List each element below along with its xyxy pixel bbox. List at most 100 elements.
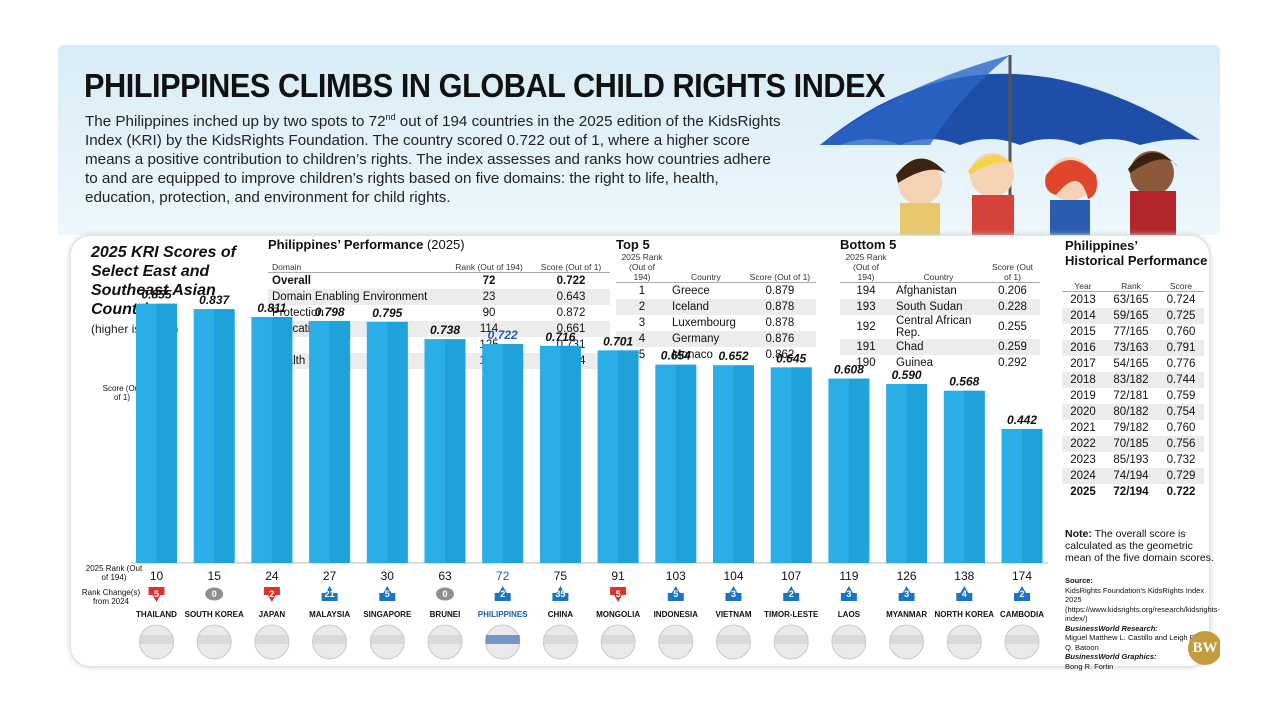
table-cell: 72/181 (1113, 390, 1149, 402)
table-header-cell: Country (892, 252, 985, 283)
table-cell: 72/194 (1113, 486, 1149, 498)
country-label: INDONESIA (654, 610, 699, 619)
country-label: MALAYSIA (309, 610, 350, 619)
table-row: 2019 72/181 0.759 (1062, 388, 1204, 404)
rank-up-arrow-icon (667, 586, 684, 601)
rank-up-arrow-icon (783, 586, 800, 601)
flag-stripe (370, 635, 405, 644)
table-header-cell: Rank (1104, 271, 1158, 292)
table-cell: 0.756 (1158, 436, 1204, 452)
rank-up-arrow-icon (725, 586, 742, 601)
rank-label: 119 (839, 569, 858, 583)
rank-label: 10 (150, 569, 164, 583)
table-cell: Domain Enabling Environment (268, 289, 446, 305)
bar-value-label: 0.568 (949, 375, 979, 389)
table-cell: 2016 (1062, 340, 1104, 356)
country-label: THAILAND (136, 610, 177, 619)
bottom5-title: Bottom 5 (840, 237, 897, 252)
bar-shade (387, 321, 408, 563)
history-table: Year Rank Score 2013 63/165 0.724 2014 59/165 0.… (1062, 271, 1204, 500)
table-cell: 0.228 (984, 299, 1040, 315)
table-cell: 73/163 (1104, 340, 1158, 356)
note: Note: The overall score is calculated as… (1065, 528, 1214, 564)
table-cell: 193 (840, 299, 892, 315)
page-title: PHILIPPINES CLIMBS IN GLOBAL CHILD RIGHT… (84, 67, 886, 104)
table-row: Domain Enabling Environment 23 0.643 (268, 289, 610, 305)
table-cell: 74/194 (1104, 468, 1158, 484)
score-axis-label: Score (Out of 1) (102, 384, 142, 402)
table-cell: 0.292 (998, 357, 1027, 369)
rank-change-value: 3 (846, 589, 851, 599)
table-cell: 4 (616, 331, 668, 347)
table-cell: Greece (672, 285, 710, 297)
bar-shade (156, 303, 177, 563)
rank-change-value: 5 (154, 589, 159, 599)
bar-shade (733, 365, 754, 563)
rank-change-row-label: Rank Change(s) from 2024 (81, 588, 141, 606)
table-cell: 79/182 (1113, 422, 1149, 434)
rank-change-value: 3 (731, 589, 736, 599)
flag-stripe (428, 635, 462, 644)
table-cell: Iceland (668, 299, 744, 315)
table-cell: South Sudan (892, 299, 985, 315)
bar (943, 390, 985, 563)
table-row: 2025 72/194 0.722 (1062, 484, 1204, 500)
table-cell: Germany (668, 331, 744, 347)
rank-up-arrow-icon (1014, 586, 1030, 601)
table-cell: Afghanistan (896, 285, 957, 297)
table-header-cell: Score (Out of 1) (984, 252, 1040, 283)
rank-label: 72 (496, 569, 510, 583)
bar-shade (964, 390, 985, 563)
rank-label: 75 (554, 569, 568, 583)
bar-value-label: 0.722 (488, 328, 518, 342)
table-cell: 2014 (1062, 308, 1104, 324)
rank-change-value: 4 (962, 589, 967, 599)
rank-up-arrow-icon (321, 586, 338, 601)
table-cell: 70/185 (1104, 436, 1158, 452)
rank-down-arrow-icon (148, 587, 165, 602)
table-cell: 80/182 (1104, 404, 1158, 420)
bar-value-label: 0.855 (141, 288, 171, 302)
table-cell: 2018 (1062, 372, 1104, 388)
table-row: 4 Germany 0.876 (616, 331, 816, 347)
rank-label: 126 (897, 569, 917, 583)
table-cell: 3 (638, 317, 646, 329)
bar-shade (848, 378, 870, 563)
table-cell: 0.643 (532, 289, 610, 305)
bar (713, 365, 754, 563)
flag-stripe (1005, 635, 1039, 644)
table-cell: 2 (616, 299, 668, 315)
rank-change-value: 5 (616, 589, 621, 599)
table-cell: 0.206 (998, 285, 1027, 297)
table-row: 2014 59/165 0.725 (1062, 308, 1204, 324)
table-cell: 0.732 (1166, 454, 1196, 466)
bar-value-label: 0.652 (718, 349, 748, 363)
table-cell: 0.722 (556, 275, 586, 287)
table-cell: 2017 (1070, 358, 1096, 370)
rank-label: 104 (723, 569, 743, 583)
rank-change-value: 2 (500, 589, 505, 599)
flag-stripe (716, 635, 751, 644)
bar (136, 303, 177, 563)
table-cell: 0.760 (1166, 422, 1196, 434)
bar (597, 350, 639, 563)
flag-stripe (543, 635, 578, 644)
country-label: SINGAPORE (363, 610, 412, 619)
table-row: 2023 85/193 0.732 (1062, 452, 1204, 468)
bar-value-label: 0.701 (603, 334, 633, 348)
rank-label: 15 (208, 569, 222, 583)
flag-stripe (601, 635, 636, 644)
bar (886, 384, 928, 563)
bar-shade (618, 350, 639, 563)
bar (193, 309, 235, 563)
table-cell: Protection (272, 307, 324, 319)
flag-stripe (774, 635, 809, 644)
table-header-cell: Year (1062, 271, 1104, 292)
table-cell: 0.878 (765, 317, 795, 329)
bar-shade (791, 367, 812, 563)
intro-paragraph: The Philippines inched up by two spots t… (85, 112, 781, 207)
table-cell: 0.760 (1166, 326, 1196, 338)
country-label: CAMBODIA (1000, 610, 1044, 619)
table-cell: 83/182 (1104, 372, 1158, 388)
rank-label: 27 (323, 569, 337, 583)
